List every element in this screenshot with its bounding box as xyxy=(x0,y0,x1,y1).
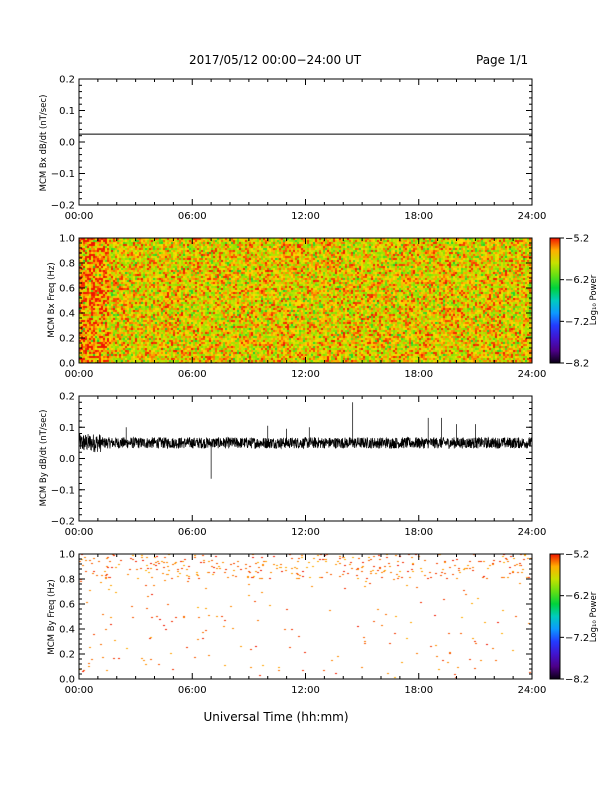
x-tick-label: 06:00 xyxy=(178,527,207,538)
x-tick-label: 24:00 xyxy=(518,527,547,538)
y-tick-label: 0.2 xyxy=(59,334,75,345)
panel-by-dbdt: MCM By dB/dt (nT/sec) xyxy=(39,410,49,507)
panel-0-frame xyxy=(78,78,533,206)
panel-by-spectrogram-ylabel: MCM By Freq (Hz) xyxy=(47,579,57,654)
spectrogram-by-image xyxy=(79,554,532,679)
colorbar-bx-label: Log₁₀ Power xyxy=(589,274,599,325)
y-tick-label: 0.2 xyxy=(59,392,75,403)
panel-by-dbdt-ylabel: MCM By dB/dt (nT/sec) xyxy=(39,410,49,507)
x-tick-label: 06:00 xyxy=(178,211,207,222)
y-tick-label: 0.6 xyxy=(59,284,75,295)
y-tick-label: −0.2 xyxy=(51,201,75,212)
x-tick-label: 24:00 xyxy=(518,685,547,696)
x-tick-label: 06:00 xyxy=(178,685,207,696)
y-tick-label: 0.6 xyxy=(59,600,75,611)
x-tick-label: 24:00 xyxy=(518,211,547,222)
y-tick-label: 0.2 xyxy=(59,650,75,661)
y-tick-label: −0.1 xyxy=(51,485,75,496)
x-tick-label: 00:00 xyxy=(65,211,94,222)
y-tick-label: −0.1 xyxy=(51,169,75,180)
y-tick-label: 1.0 xyxy=(59,234,75,245)
colorbar-tick-label: −5.2 xyxy=(565,234,589,245)
y-tick-label: 0.1 xyxy=(59,106,75,117)
x-tick-label: 00:00 xyxy=(65,527,94,538)
y-tick-label: 0.4 xyxy=(59,625,75,636)
colorbar-tick-label: −5.2 xyxy=(565,550,589,561)
x-tick-label: 18:00 xyxy=(404,211,433,222)
colorbar-tick-label: −6.2 xyxy=(565,275,589,286)
y-tick-label: 0.0 xyxy=(59,675,75,686)
colorbar-by-label: Log₁₀ Power xyxy=(589,591,599,642)
by-dbdt-series-line xyxy=(78,402,533,479)
x-tick-label: 06:00 xyxy=(178,369,207,380)
panel-bx-spectrogram-ylabel: MCM Bx Freq (Hz) xyxy=(47,262,57,337)
panel-bx-dbdt: MCM Bx dB/dt (nT/sec) xyxy=(39,95,49,192)
x-tick-label: 18:00 xyxy=(404,685,433,696)
y-tick-label: 0.0 xyxy=(59,454,75,465)
x-tick-label: 18:00 xyxy=(404,527,433,538)
x-tick-label: 00:00 xyxy=(65,685,94,696)
colorbar-by-gradient xyxy=(550,554,560,679)
panel-bx-spectrogram: MCM Bx Freq (Hz) xyxy=(47,262,57,337)
colorbar-bx: Log₁₀ Power xyxy=(589,274,599,325)
x-tick-label: 00:00 xyxy=(65,369,94,380)
y-tick-label: −0.2 xyxy=(51,517,75,528)
x-tick-label: 12:00 xyxy=(291,369,320,380)
colorbar-frame xyxy=(549,237,561,364)
figure-title: 2017/05/12 00:00−24:00 UT xyxy=(189,53,362,67)
x-axis-label: Universal Time (hh:mm) xyxy=(203,710,348,724)
colorbar-frame xyxy=(549,553,561,680)
x-tick-label: 12:00 xyxy=(291,211,320,222)
colorbar-tick-label: −8.2 xyxy=(565,675,589,686)
y-tick-label: 0.0 xyxy=(59,138,75,149)
colorbar-tick-label: −7.2 xyxy=(565,317,589,328)
x-tick-label: 12:00 xyxy=(291,685,320,696)
y-tick-label: 0.1 xyxy=(59,423,75,434)
colorbar-by: Log₁₀ Power xyxy=(589,591,599,642)
y-tick-label: 0.0 xyxy=(59,359,75,370)
colorbar-tick-label: −8.2 xyxy=(565,359,589,370)
y-tick-label: 0.4 xyxy=(59,309,75,320)
colorbar-bx-gradient xyxy=(550,238,560,363)
page-indicator: Page 1/1 xyxy=(476,53,528,67)
colorbar-tick-label: −7.2 xyxy=(565,633,589,644)
x-tick-label: 24:00 xyxy=(518,369,547,380)
y-tick-label: 0.8 xyxy=(59,259,75,270)
panel-bx-dbdt-ylabel: MCM Bx dB/dt (nT/sec) xyxy=(39,95,49,192)
x-tick-label: 12:00 xyxy=(291,527,320,538)
panel-2-frame xyxy=(78,395,533,522)
colorbar-tick-label: −6.2 xyxy=(565,591,589,602)
panel-by-spectrogram: MCM By Freq (Hz) xyxy=(47,579,57,654)
x-tick-label: 18:00 xyxy=(404,369,433,380)
y-tick-label: 0.2 xyxy=(59,75,75,86)
y-tick-label: 0.8 xyxy=(59,575,75,586)
y-tick-label: 1.0 xyxy=(59,550,75,561)
spectrogram-bx-image xyxy=(79,238,532,363)
